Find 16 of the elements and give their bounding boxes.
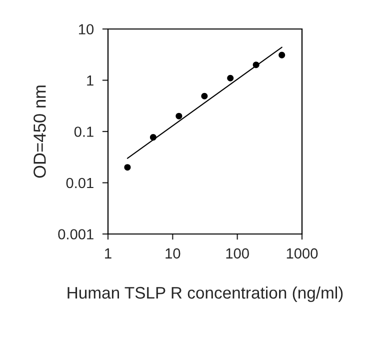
- x-tick-label: 100: [226, 248, 249, 259]
- y-axis-title: OD=450 nm: [34, 86, 46, 178]
- x-tick-label: 1: [105, 248, 112, 258]
- y-tick-label: 0.01: [66, 178, 94, 188]
- x-tick-label: 1000: [286, 248, 318, 259]
- y-tick-label: 1: [87, 76, 94, 86]
- point: [227, 74, 234, 82]
- y-tick-label: 10: [79, 24, 94, 34]
- y-tick-label: 0.1: [74, 126, 94, 137]
- x-axis-title: Human TSLP R concentration (ng/ml): [68, 286, 343, 302]
- point: [278, 52, 286, 58]
- point: [124, 164, 131, 171]
- y-tick-label: 0.001: [58, 229, 94, 240]
- point: [201, 92, 208, 100]
- point: [176, 112, 182, 120]
- x-tick-label: 10: [166, 248, 180, 259]
